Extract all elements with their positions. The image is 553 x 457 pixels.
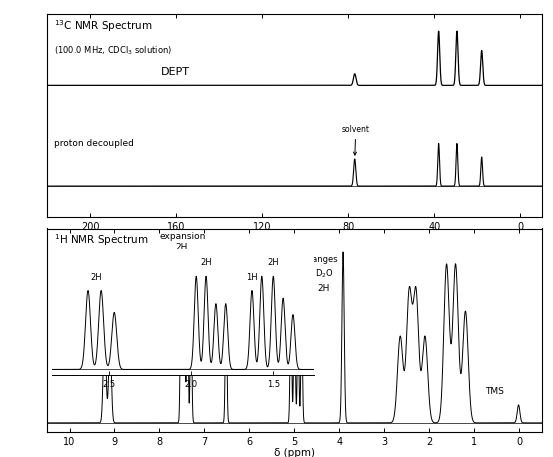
Text: (400 MHz, CDCl$_3$ solution): (400 MHz, CDCl$_3$ solution) bbox=[54, 257, 164, 270]
Text: (100.0 MHz, CDCl$_3$ solution): (100.0 MHz, CDCl$_3$ solution) bbox=[54, 44, 173, 57]
Text: 2H: 2H bbox=[102, 301, 114, 309]
Text: TMS: TMS bbox=[486, 387, 504, 396]
Text: $^{1}$H NMR Spectrum: $^{1}$H NMR Spectrum bbox=[54, 233, 149, 248]
Text: 1H: 1H bbox=[220, 270, 232, 279]
X-axis label: δ (ppm): δ (ppm) bbox=[274, 234, 315, 243]
Text: $^{13}$C NMR Spectrum: $^{13}$C NMR Spectrum bbox=[54, 18, 153, 33]
Text: DEPT: DEPT bbox=[161, 67, 190, 77]
Text: proton decoupled: proton decoupled bbox=[54, 139, 134, 148]
Text: 2H: 2H bbox=[289, 273, 301, 282]
Text: solvent: solvent bbox=[342, 125, 370, 155]
Text: Exchanges
with D$_2$O: Exchanges with D$_2$O bbox=[292, 255, 337, 280]
Text: 2H: 2H bbox=[175, 243, 187, 252]
X-axis label: δ (ppm): δ (ppm) bbox=[274, 448, 315, 457]
Text: 2H: 2H bbox=[317, 284, 330, 293]
